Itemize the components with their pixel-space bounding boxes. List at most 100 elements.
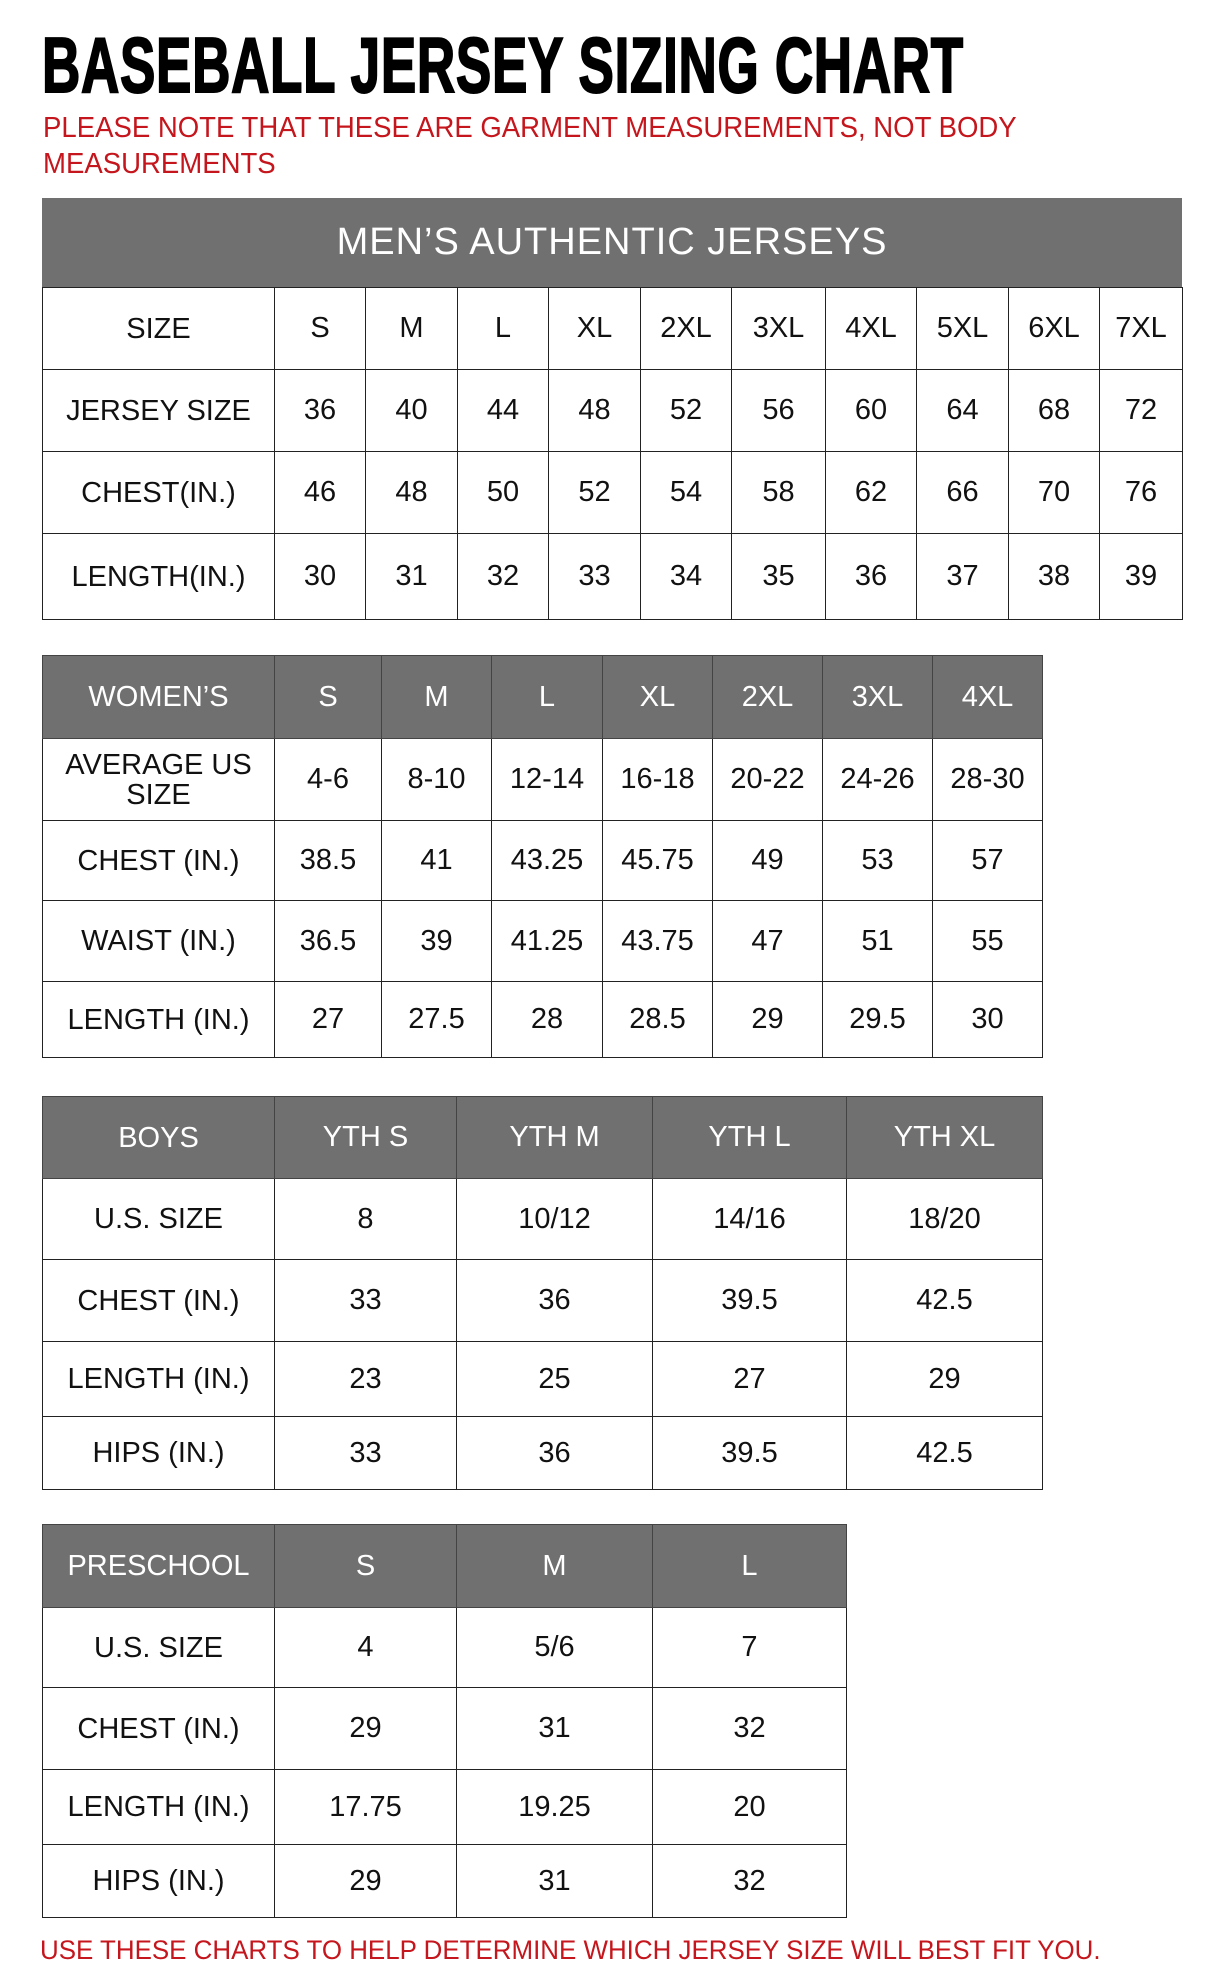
table-cell: 33 [274, 1416, 457, 1490]
table-cell: 30 [932, 981, 1043, 1058]
row-label: JERSEY SIZE [42, 369, 275, 452]
table-cell: 27.5 [381, 981, 492, 1058]
table-cell: 19.25 [456, 1769, 653, 1845]
size-header-cell: YTH XL [846, 1096, 1043, 1179]
table-row: WAIST (IN.) 36.5 39 41.25 43.75 47 51 55 [42, 900, 1043, 982]
table-cell: 33 [274, 1259, 457, 1342]
table-cell: 7 [652, 1607, 847, 1688]
size-header-cell: YTH M [456, 1096, 653, 1179]
table-row: CHEST (IN.) 33 36 39.5 42.5 [42, 1259, 1043, 1342]
table-cell: 16-18 [602, 738, 713, 821]
table-cell: 66 [916, 451, 1009, 534]
boys-size-table: BOYS YTH S YTH M YTH L YTH XL U.S. SIZE 8 10/12… [42, 1096, 1043, 1490]
size-header-cell: 6XL [1008, 287, 1100, 370]
table-cell: 33 [548, 533, 641, 620]
mens-table-title: MEN’S AUTHENTIC JERSEYS [42, 198, 1182, 287]
size-header-cell: YTH L [652, 1096, 847, 1179]
table-row: LENGTH (IN.) 23 25 27 29 [42, 1341, 1043, 1417]
table-cell: 8-10 [381, 738, 492, 821]
table-cell: 70 [1008, 451, 1100, 534]
table-cell: 39.5 [652, 1259, 847, 1342]
row-label: LENGTH (IN.) [42, 1769, 275, 1845]
size-header-cell: S [274, 655, 382, 739]
table-cell: 38.5 [274, 820, 382, 901]
table-cell: 48 [548, 369, 641, 452]
table-cell: 54 [640, 451, 732, 534]
table-row: U.S. SIZE 8 10/12 14/16 18/20 [42, 1178, 1043, 1260]
page-title: BASEBALL JERSEY SIZING CHART [41, 21, 964, 109]
table-cell: 31 [365, 533, 458, 620]
row-label: CHEST(IN.) [42, 451, 275, 534]
table-cell: 48 [365, 451, 458, 534]
table-cell: 34 [640, 533, 732, 620]
row-label: WAIST (IN.) [42, 900, 275, 982]
row-label: HIPS (IN.) [42, 1844, 275, 1918]
table-row: HIPS (IN.) 29 31 32 [42, 1844, 847, 1918]
table-cell: 39.5 [652, 1416, 847, 1490]
table-cell: 55 [932, 900, 1043, 982]
row-label: HIPS (IN.) [42, 1416, 275, 1490]
table-cell: 29.5 [822, 981, 933, 1058]
table-cell: 68 [1008, 369, 1100, 452]
table-cell: 29 [846, 1341, 1043, 1417]
table-cell: 14/16 [652, 1178, 847, 1260]
table-row: U.S. SIZE 4 5/6 7 [42, 1607, 847, 1688]
table-cell: 36.5 [274, 900, 382, 982]
row-label: LENGTH (IN.) [42, 1341, 275, 1417]
size-header-cell: L [457, 287, 549, 370]
row-label: LENGTH (IN.) [42, 981, 275, 1058]
table-cell: 23 [274, 1341, 457, 1417]
table-cell: 58 [731, 451, 826, 534]
table-cell: 56 [731, 369, 826, 452]
table-row: HIPS (IN.) 33 36 39.5 42.5 [42, 1416, 1043, 1490]
row-label: LENGTH(IN.) [42, 533, 275, 620]
table-cell: 37 [916, 533, 1009, 620]
row-label: AVERAGE US SIZE [42, 738, 275, 821]
table-cell: 4 [274, 1607, 457, 1688]
size-header-cell: S [274, 1524, 457, 1608]
row-label: CHEST (IN.) [42, 820, 275, 901]
table-cell: 29 [274, 1844, 457, 1918]
size-header-cell: XL [548, 287, 641, 370]
size-header-cell: 2XL [640, 287, 732, 370]
table-cell: 40 [365, 369, 458, 452]
table-cell: 42.5 [846, 1259, 1043, 1342]
size-header-cell: 4XL [932, 655, 1043, 739]
womens-size-table: WOMEN’S S M L XL 2XL 3XL 4XL AVERAGE US SIZE 4-6 8… [42, 655, 1043, 1058]
size-header-cell: 2XL [712, 655, 823, 739]
table-cell: 39 [1099, 533, 1183, 620]
table-cell: 35 [731, 533, 826, 620]
table-row: LENGTH(IN.) 30 31 32 33 34 35 36 37 38 39 [42, 533, 1183, 620]
size-header-cell: 5XL [916, 287, 1009, 370]
table-cell: 62 [825, 451, 917, 534]
table-cell: 31 [456, 1844, 653, 1918]
table-cell: 10/12 [456, 1178, 653, 1260]
table-cell: 28.5 [602, 981, 713, 1058]
table-cell: 36 [456, 1416, 653, 1490]
table-row: AVERAGE US SIZE 4-6 8-10 12-14 16-18 20-22 24-… [42, 738, 1043, 821]
size-header-cell: XL [602, 655, 713, 739]
table-cell: 36 [456, 1259, 653, 1342]
table-row: CHEST (IN.) 29 31 32 [42, 1687, 847, 1770]
table-cell: 28-30 [932, 738, 1043, 821]
size-header-cell: M [365, 287, 458, 370]
size-header-cell: 3XL [822, 655, 933, 739]
table-cell: 43.25 [491, 820, 603, 901]
table-row: JERSEY SIZE 36 40 44 48 52 56 60 64 68 72 [42, 369, 1183, 452]
table-cell: 24-26 [822, 738, 933, 821]
header-row: WOMEN’S S M L XL 2XL 3XL 4XL [42, 655, 1043, 739]
table-cell: 29 [274, 1687, 457, 1770]
header-row: BOYS YTH S YTH M YTH L YTH XL [42, 1096, 1043, 1179]
table-cell: 30 [274, 533, 366, 620]
size-header-cell: S [274, 287, 366, 370]
preschool-size-table: PRESCHOOL S M L U.S. SIZE 4 5/6 7 CHEST (IN.) 29 3… [42, 1524, 847, 1918]
table-header-label: BOYS [42, 1096, 275, 1179]
header-row: PRESCHOOL S M L [42, 1524, 847, 1608]
table-cell: 31 [456, 1687, 653, 1770]
size-header-cell: M [381, 655, 492, 739]
table-cell: 36 [825, 533, 917, 620]
table-cell: 64 [916, 369, 1009, 452]
table-cell: 28 [491, 981, 603, 1058]
table-cell: 43.75 [602, 900, 713, 982]
size-header-cell: 4XL [825, 287, 917, 370]
